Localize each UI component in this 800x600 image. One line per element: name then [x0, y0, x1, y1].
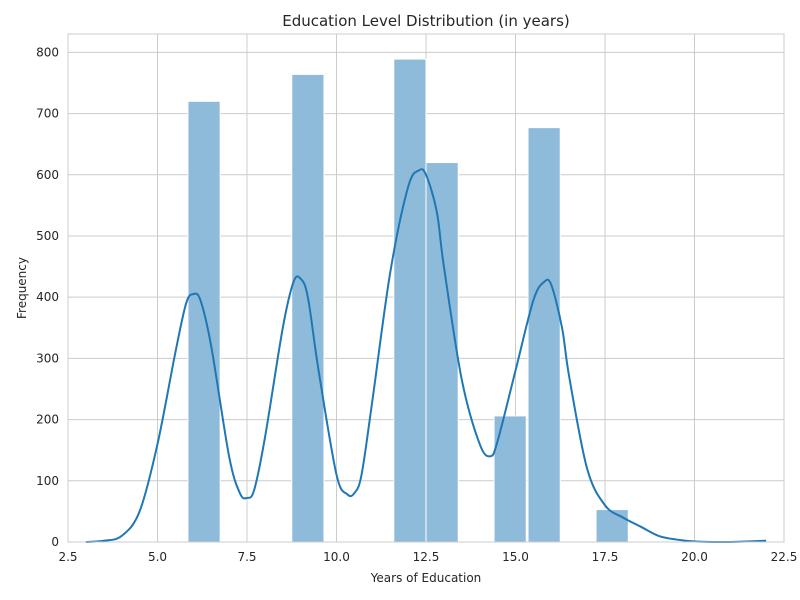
chart-title: Education Level Distribution (in years)	[282, 12, 570, 30]
plot-frame	[67, 33, 785, 543]
y-tick-label: 700	[36, 107, 59, 121]
y-tick-label: 800	[36, 45, 59, 59]
x-tick-label: 7.5	[237, 550, 256, 564]
x-tick-label: 12.5	[413, 550, 440, 564]
x-axis-label: Years of Education	[370, 571, 482, 585]
y-tick-label: 100	[36, 474, 59, 488]
x-tick-label: 22.5	[771, 550, 798, 564]
x-tick-label: 15.0	[502, 550, 529, 564]
kde-curve	[85, 168, 767, 543]
y-tick-label: 500	[36, 229, 59, 243]
x-tick-labels: 2.5 5.0 7.5 10.0 12.5 15.0 17.5 20.0 22.5	[58, 550, 797, 564]
y-tick-label: 200	[36, 413, 59, 427]
y-tick-label: 600	[36, 168, 59, 182]
y-tick-label: 0	[51, 535, 59, 549]
histogram-bar	[291, 73, 325, 543]
x-tick-label: 17.5	[592, 550, 619, 564]
x-tick-label: 10.0	[323, 550, 350, 564]
histogram-bar	[187, 100, 221, 543]
y-tick-label: 300	[36, 351, 59, 365]
x-tick-label: 20.0	[681, 550, 708, 564]
y-axis-label: Frequency	[15, 257, 29, 319]
y-tick-label: 400	[36, 290, 59, 304]
histogram-bar	[527, 127, 561, 543]
histogram-bar	[595, 509, 629, 543]
x-tick-label: 5.0	[148, 550, 167, 564]
histogram-bar	[393, 58, 427, 543]
y-tick-labels: 0 100 200 300 400 500 600 700 800	[36, 45, 59, 549]
histogram-bars	[187, 58, 629, 543]
histogram-bar	[425, 162, 459, 543]
x-tick-label: 2.5	[58, 550, 77, 564]
